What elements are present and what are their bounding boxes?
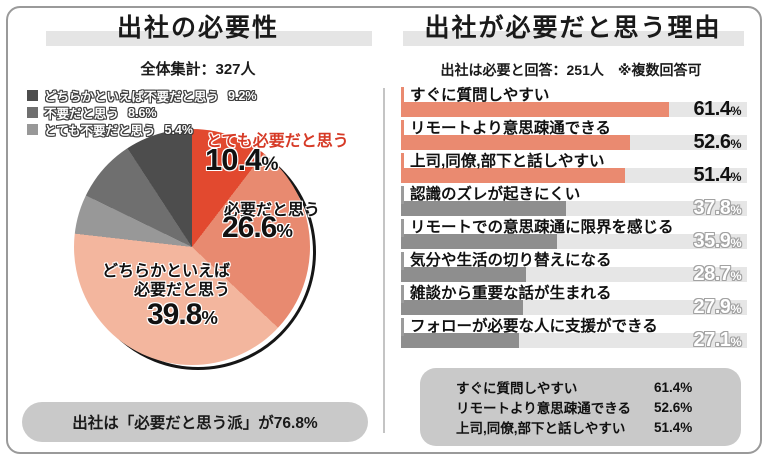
right-title-band [403, 31, 744, 46]
legend-swatch [27, 107, 38, 118]
bar-label: 認識のズレが起きにくい [401, 186, 580, 204]
bar-fill [401, 168, 626, 183]
left-callout-pill: 出社は「必要だと思う派」が76.8% [22, 402, 368, 442]
summary-row: 上司,同僚,部下と話しやすい 51.4% [456, 417, 741, 437]
bar-percent: 28.7% [693, 263, 742, 285]
bar-row: リモートでの意思疎通に限界を感じる 35.9% [401, 219, 747, 252]
summary-row: リモートより意思疎通できる 52.6% [456, 397, 741, 417]
legend-item: 不要だと思う 8.6% [27, 105, 257, 121]
legend-label: 不要だと思う [44, 107, 120, 121]
legend-item: どちらかといえば不要だと思う 9.2% [27, 88, 257, 104]
pie-label-somewhat-necessary: どちらかといえば 必要だと思う [101, 263, 230, 299]
percent-sign: % [261, 154, 278, 175]
bar-fill [401, 102, 669, 117]
bar-fill [401, 234, 558, 249]
bar-percent: 27.1% [693, 329, 742, 351]
bar-row: リモートより意思疎通できる 52.6% [401, 120, 747, 153]
bar-chart: すぐに質問しやすい 61.4% リモートより意思疎通できる 52.6% 上司,同僚,部下… [401, 87, 747, 351]
bar-label: フォローが必要な人に支援ができる [401, 318, 658, 336]
percent-sign: % [730, 104, 741, 118]
legend-percent: 5.4% [164, 122, 194, 137]
bar-percent: 35.9% [693, 230, 742, 252]
percent-sign: % [201, 307, 218, 328]
summary-label: リモートより意思疎通できる [456, 401, 631, 416]
summary-row: すぐに質問しやすい 61.4% [456, 377, 741, 397]
bar-row: すぐに質問しやすい 61.4% [401, 87, 747, 120]
bar-label: すぐに質問しやすい [401, 87, 549, 105]
percent-sign: % [730, 269, 741, 283]
bar-fill [401, 300, 523, 315]
legend-swatch [27, 90, 38, 101]
summary-value: 52.6% [654, 399, 693, 415]
pie-chart [74, 129, 310, 365]
percent-sign: % [730, 236, 741, 250]
right-panel-subtitle: 出社は必要と回答：251人 ※複数回答可 [440, 62, 702, 78]
pie-label-very-necessary: とても必要だと思う [206, 133, 349, 150]
bar-percent: 27.9% [693, 296, 742, 318]
legend-label: どちらかといえば不要だと思う [44, 90, 220, 104]
bar-row: フォローが必要な人に支援ができる 27.1% [401, 318, 747, 351]
left-title-band [46, 31, 372, 46]
bar-row: 雑談から重要な話が生まれる 27.9% [401, 285, 747, 318]
pie-value-very-necessary: 10.4% [205, 142, 278, 177]
bar-label: リモートより意思疎通できる [401, 120, 611, 138]
bar-fill [401, 333, 519, 348]
left-panel-subtitle: 全体集計：327人 [140, 61, 256, 78]
percent-sign: % [730, 302, 741, 316]
legend-label: とても不要だと思う [44, 124, 156, 138]
percent-sign: % [730, 170, 741, 184]
bar-fill [401, 201, 566, 216]
panel-divider [383, 88, 385, 433]
bar-row: 認識のズレが起きにくい 37.8% [401, 186, 747, 219]
pie-value-somewhat-necessary: 39.8% [147, 298, 218, 331]
left-panel-title: 出社の必要性 [116, 14, 279, 42]
bar-percent: 37.8% [693, 197, 742, 219]
pie-legend: どちらかといえば不要だと思う 9.2% 不要だと思う 8.6% とても不要だと思う 5.4… [27, 88, 257, 139]
bar-percent: 52.6% [693, 131, 742, 153]
bar-label: 気分や生活の切り替えになる [401, 252, 612, 270]
percent-sign: % [730, 203, 741, 217]
percent-sign: % [730, 137, 741, 151]
legend-percent: 8.6% [128, 105, 157, 120]
bar-row: 上司,同僚,部下と話しやすい 51.4% [401, 153, 747, 186]
bar-label: リモートでの意思疎通に限界を感じる [401, 219, 674, 237]
summary-value: 51.4% [654, 419, 693, 435]
summary-box: すぐに質問しやすい 61.4% リモートより意思疎通できる 52.6% 上司,同僚,部下… [420, 368, 741, 446]
pie-value-necessary: 26.6% [222, 211, 293, 244]
bar-fill [401, 135, 631, 150]
bar-percent: 51.4% [693, 164, 742, 186]
bar-row: 気分や生活の切り替えになる 28.7% [401, 252, 747, 285]
bar-fill [401, 267, 527, 282]
legend-percent: 9.2% [228, 88, 257, 103]
bar-label: 上司,同僚,部下と話しやすい [401, 153, 604, 171]
summary-value: 61.4% [654, 379, 693, 395]
summary-label: 上司,同僚,部下と話しやすい [456, 421, 626, 436]
percent-sign: % [276, 220, 293, 241]
legend-swatch [27, 124, 38, 135]
right-panel-title: 出社が必要だと思う理由 [424, 14, 722, 42]
summary-label: すぐに質問しやすい [456, 381, 578, 396]
pie-label-necessary: 必要だと思う [224, 202, 321, 219]
legend-item: とても不要だと思う 5.4% [27, 122, 257, 138]
percent-sign: % [730, 335, 741, 349]
bar-percent: 61.4% [693, 98, 742, 120]
bar-label: 雑談から重要な話が生まれる [401, 285, 612, 303]
